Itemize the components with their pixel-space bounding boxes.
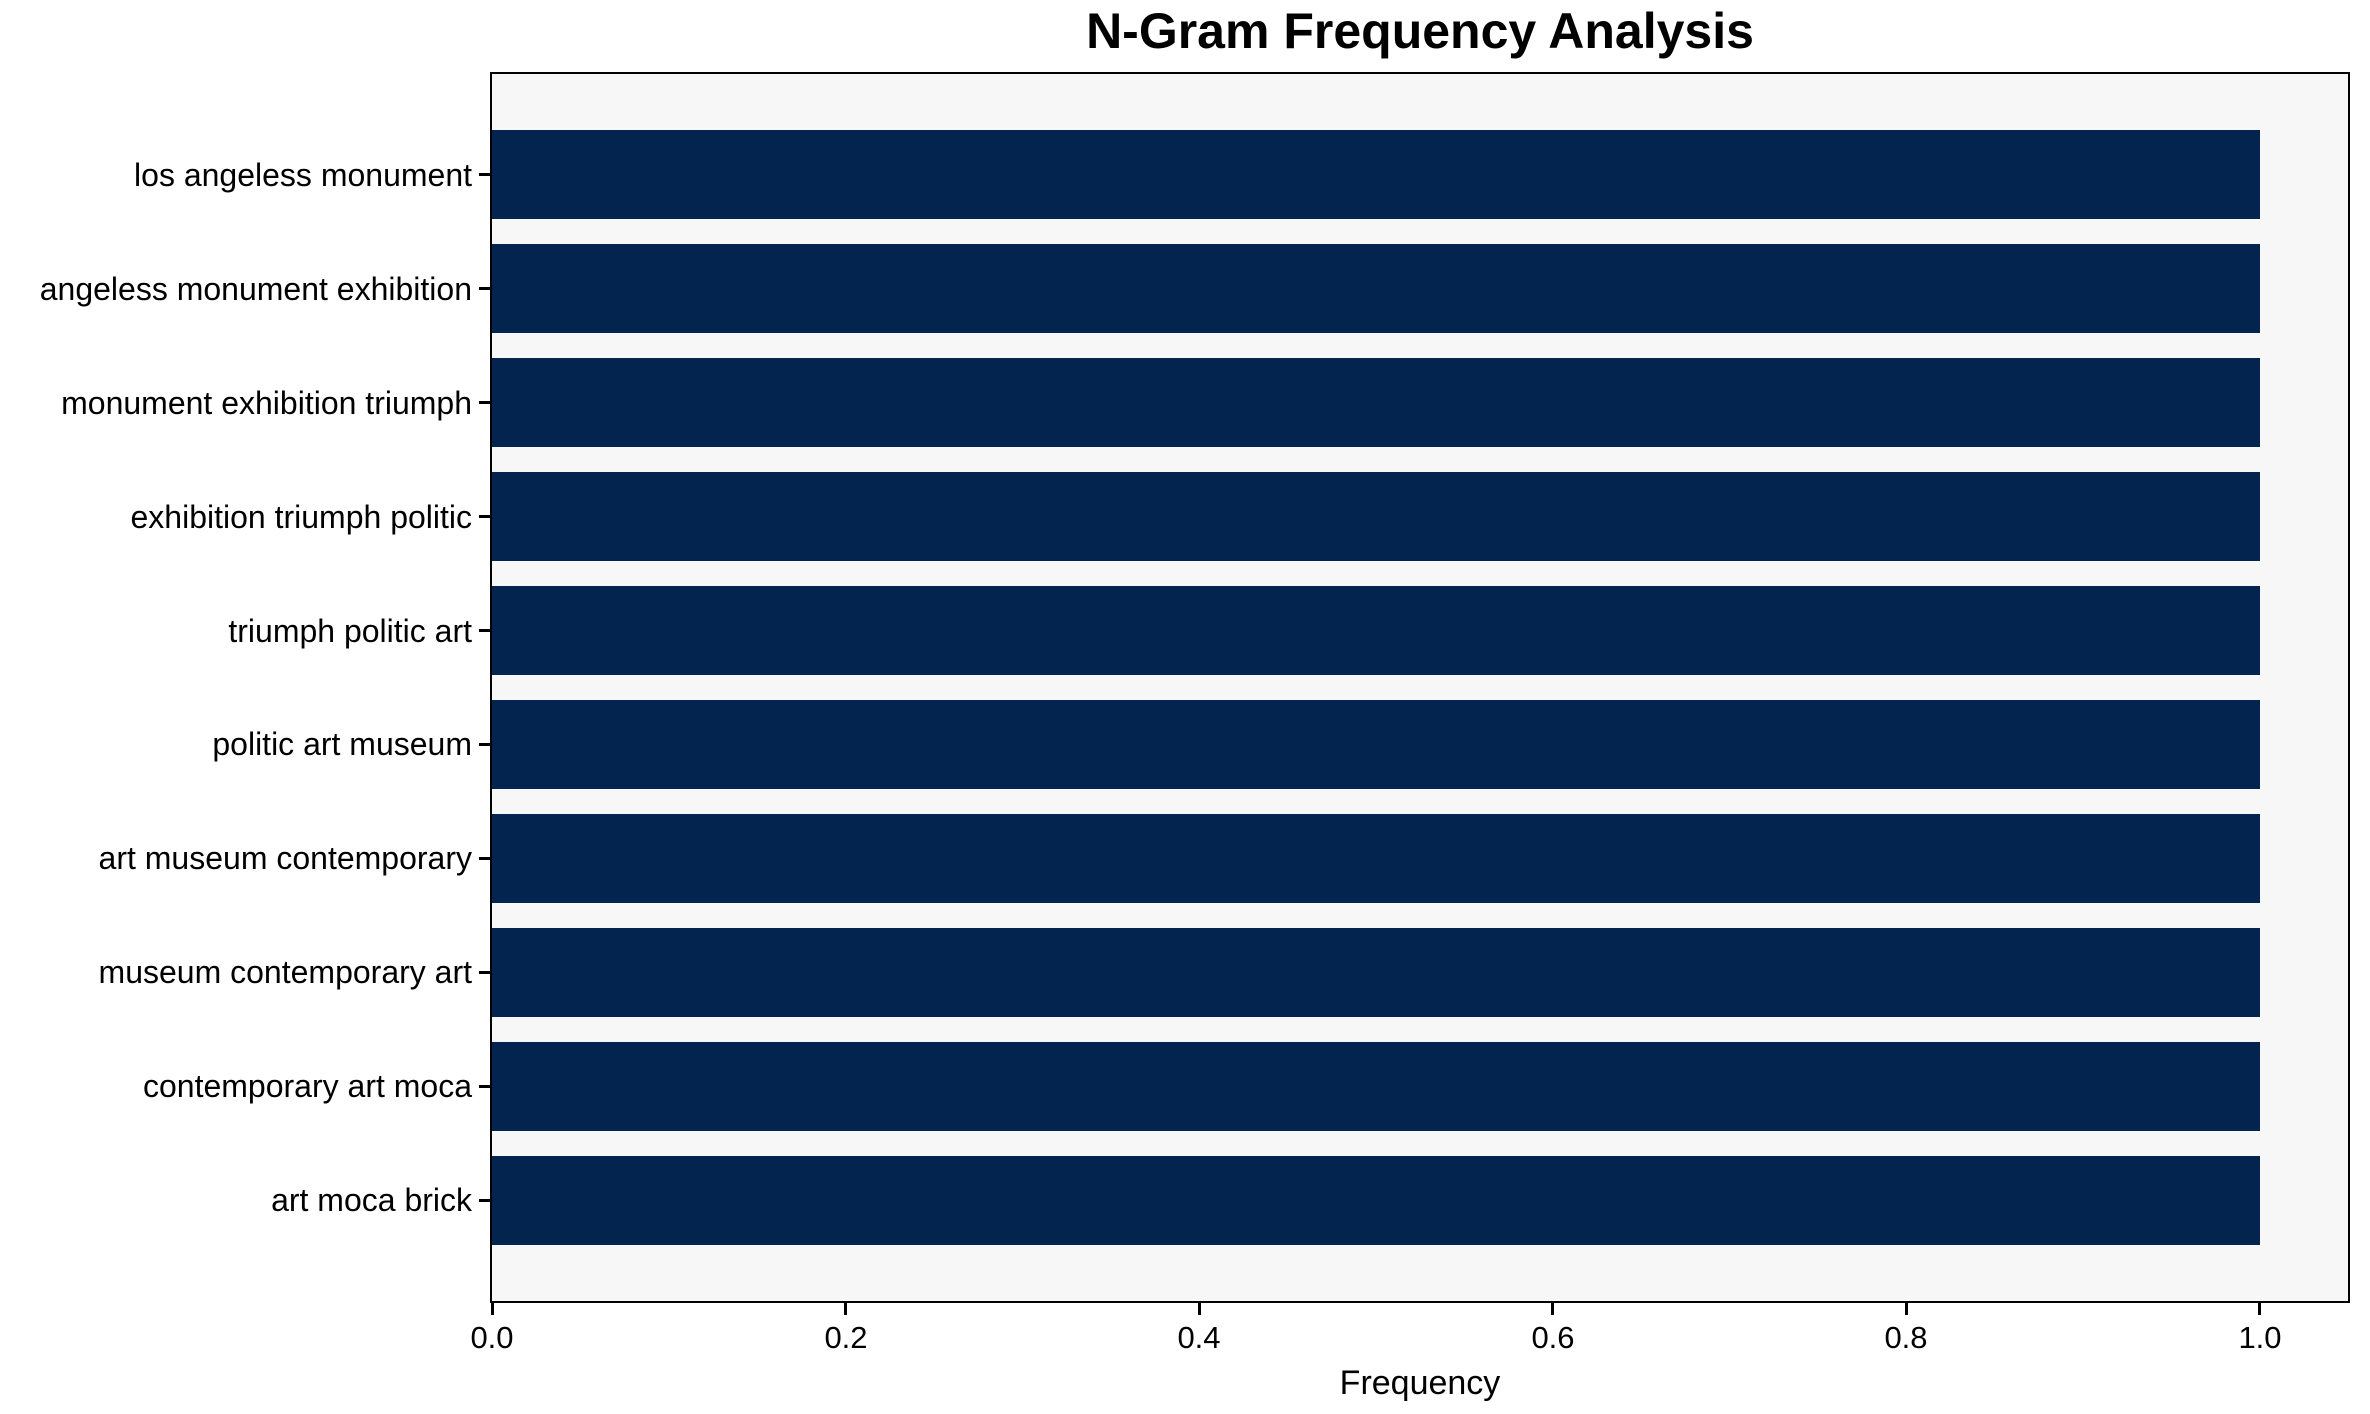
bar — [492, 1042, 2260, 1131]
y-tick-label: museum contemporary art — [98, 954, 472, 990]
y-tick-mark — [479, 1199, 490, 1202]
y-tick-label: art museum contemporary — [98, 840, 472, 876]
x-tick-mark — [1198, 1303, 1201, 1315]
chart-title: N-Gram Frequency Analysis — [1086, 3, 1754, 59]
x-axis-label: Frequency — [1339, 1364, 1501, 1402]
x-tick-label: 0.4 — [1177, 1320, 1221, 1355]
x-tick-label: 0.2 — [824, 1320, 868, 1355]
y-tick-label: contemporary art moca — [142, 1068, 472, 1104]
x-tick-mark — [1551, 1303, 1554, 1315]
y-tick-label: los angeless monument — [134, 157, 472, 193]
y-tick-label: politic art museum — [212, 726, 472, 762]
y-tick-label: triumph politic art — [228, 613, 472, 649]
x-tick-mark — [1905, 1303, 1908, 1315]
y-tick-mark — [479, 401, 490, 404]
y-tick-mark — [479, 743, 490, 746]
x-tick-label: 0.0 — [470, 1320, 514, 1355]
x-tick-mark — [844, 1303, 847, 1315]
bar — [492, 928, 2260, 1017]
x-tick-mark — [2258, 1303, 2261, 1315]
bar — [492, 358, 2260, 447]
x-tick-label: 0.6 — [1531, 1320, 1575, 1355]
y-tick-mark — [479, 173, 490, 176]
y-tick-mark — [479, 287, 490, 290]
bar — [492, 700, 2260, 789]
bar — [492, 472, 2260, 561]
y-tick-mark — [479, 515, 490, 518]
y-tick-mark — [479, 857, 490, 860]
x-tick-mark — [491, 1303, 494, 1315]
bar — [492, 814, 2260, 903]
y-tick-mark — [479, 1085, 490, 1088]
bar — [492, 586, 2260, 675]
y-tick-label: angeless monument exhibition — [39, 271, 472, 307]
bar — [492, 244, 2260, 333]
bar — [492, 1156, 2260, 1245]
x-tick-label: 1.0 — [2238, 1320, 2282, 1355]
y-tick-label: art moca brick — [271, 1182, 472, 1218]
y-tick-mark — [479, 971, 490, 974]
y-tick-mark — [479, 629, 490, 632]
x-tick-label: 0.8 — [1884, 1320, 1928, 1355]
bar — [492, 130, 2260, 219]
y-tick-label: exhibition triumph politic — [130, 499, 473, 535]
y-tick-label: monument exhibition triumph — [61, 385, 472, 421]
